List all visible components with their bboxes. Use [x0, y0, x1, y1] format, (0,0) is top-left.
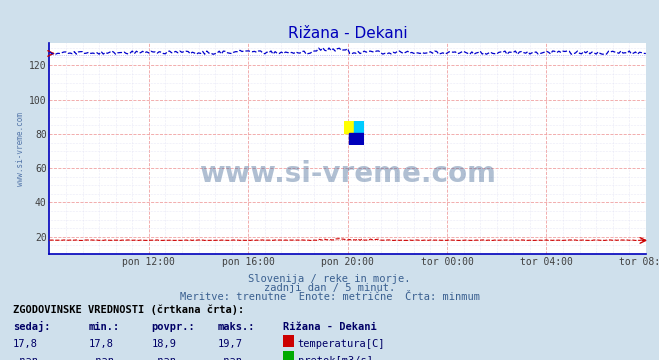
- Text: www.si-vreme.com: www.si-vreme.com: [199, 160, 496, 188]
- Text: 17,8: 17,8: [13, 339, 38, 350]
- Text: 17,8: 17,8: [89, 339, 114, 350]
- Text: zadnji dan / 5 minut.: zadnji dan / 5 minut.: [264, 283, 395, 293]
- Text: ZGODOVINSKE VREDNOSTI (črtkana črta):: ZGODOVINSKE VREDNOSTI (črtkana črta):: [13, 305, 244, 315]
- Text: maks.:: maks.:: [217, 323, 255, 333]
- Text: 19,7: 19,7: [217, 339, 243, 350]
- Bar: [344, 121, 355, 133]
- Text: sedaj:: sedaj:: [13, 321, 51, 333]
- Text: temperatura[C]: temperatura[C]: [298, 339, 386, 350]
- Text: povpr.:: povpr.:: [152, 323, 195, 333]
- Text: 18,9: 18,9: [152, 339, 177, 350]
- Title: Rižana - Dekani: Rižana - Dekani: [288, 26, 407, 41]
- Y-axis label: www.si-vreme.com: www.si-vreme.com: [16, 112, 25, 185]
- Text: -nan: -nan: [13, 356, 38, 360]
- Text: -nan: -nan: [152, 356, 177, 360]
- Text: Slovenija / reke in morje.: Slovenija / reke in morje.: [248, 274, 411, 284]
- Text: Meritve: trenutne  Enote: metrične  Črta: minmum: Meritve: trenutne Enote: metrične Črta: …: [179, 292, 480, 302]
- Bar: [349, 133, 364, 145]
- Text: pretok[m3/s]: pretok[m3/s]: [298, 356, 373, 360]
- Bar: [355, 121, 364, 133]
- Text: min.:: min.:: [89, 323, 120, 333]
- Text: -nan: -nan: [89, 356, 114, 360]
- Text: -nan: -nan: [217, 356, 243, 360]
- Text: Rižana - Dekani: Rižana - Dekani: [283, 323, 377, 333]
